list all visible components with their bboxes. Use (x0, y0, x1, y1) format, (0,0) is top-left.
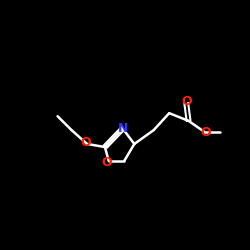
Text: O: O (201, 126, 211, 139)
Text: N: N (118, 122, 128, 135)
Text: O: O (102, 156, 112, 169)
Text: O: O (181, 95, 192, 108)
Text: O: O (81, 136, 92, 149)
